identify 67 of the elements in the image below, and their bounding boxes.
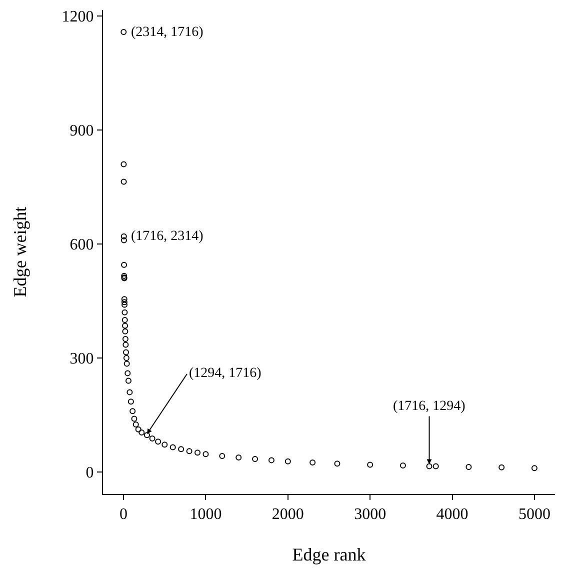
point bbox=[202, 451, 209, 458]
point bbox=[268, 457, 274, 464]
point bbox=[124, 360, 130, 367]
y-tick-label: 600 bbox=[70, 236, 94, 254]
x-tick-label: 4000 bbox=[436, 506, 468, 524]
point bbox=[120, 178, 127, 185]
annotation: (1716, 1294) bbox=[393, 399, 466, 414]
x-tick-label: 1000 bbox=[190, 506, 222, 524]
point bbox=[466, 464, 472, 470]
point bbox=[122, 322, 128, 329]
point bbox=[130, 408, 136, 414]
point bbox=[178, 446, 184, 452]
point bbox=[426, 463, 432, 470]
point bbox=[123, 354, 130, 361]
point bbox=[132, 421, 139, 428]
point bbox=[121, 262, 128, 268]
point bbox=[128, 398, 134, 405]
point bbox=[170, 444, 176, 450]
point bbox=[122, 328, 128, 334]
point bbox=[121, 296, 128, 302]
point bbox=[122, 336, 128, 342]
point bbox=[236, 454, 242, 461]
point bbox=[135, 426, 142, 432]
point bbox=[367, 462, 374, 468]
x-axis-title: Edge rank bbox=[292, 544, 366, 564]
point bbox=[498, 464, 505, 470]
y-tick-label: 0 bbox=[86, 464, 94, 482]
point bbox=[155, 438, 162, 445]
point bbox=[126, 389, 133, 396]
point bbox=[123, 349, 130, 356]
point bbox=[149, 436, 156, 442]
point bbox=[122, 302, 128, 308]
x-tick-label: 5000 bbox=[518, 506, 550, 524]
point bbox=[194, 450, 201, 456]
x-tick-label: 2000 bbox=[272, 506, 304, 524]
point bbox=[131, 416, 138, 422]
point bbox=[122, 342, 129, 348]
point bbox=[120, 29, 127, 36]
point bbox=[120, 161, 127, 168]
y-tick-label: 1200 bbox=[62, 8, 94, 26]
point bbox=[121, 299, 128, 306]
point bbox=[122, 309, 128, 316]
point bbox=[432, 463, 439, 470]
point bbox=[125, 378, 132, 384]
point bbox=[144, 432, 150, 438]
point bbox=[138, 429, 145, 436]
point bbox=[334, 460, 340, 467]
point bbox=[310, 459, 316, 466]
annotation: (1294, 1716) bbox=[189, 366, 262, 381]
point bbox=[252, 456, 258, 462]
point bbox=[120, 237, 127, 244]
annotation: (2314, 1716) bbox=[131, 25, 204, 40]
y-axis-title: Edge weight bbox=[10, 206, 30, 298]
annotation: (1716, 2314) bbox=[131, 229, 204, 244]
point bbox=[162, 442, 168, 448]
point bbox=[531, 465, 538, 472]
x-tick-label: 0 bbox=[120, 506, 128, 524]
y-tick-label: 900 bbox=[70, 122, 94, 140]
point bbox=[400, 462, 406, 469]
point bbox=[219, 453, 226, 460]
point bbox=[186, 448, 192, 454]
point bbox=[122, 317, 128, 323]
point bbox=[120, 233, 127, 240]
point bbox=[124, 370, 131, 376]
point bbox=[284, 458, 291, 464]
x-tick-label: 3000 bbox=[354, 506, 386, 524]
y-tick-label: 300 bbox=[70, 350, 94, 368]
